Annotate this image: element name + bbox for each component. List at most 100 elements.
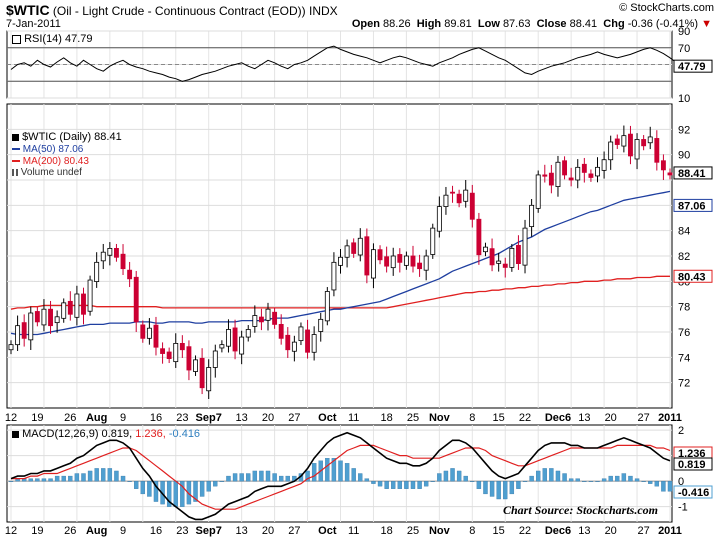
macd-histogram-bar bbox=[140, 481, 145, 495]
high-value: 89.81 bbox=[444, 18, 472, 30]
macd-histogram-bar bbox=[259, 470, 264, 482]
candle-body bbox=[28, 312, 34, 341]
candle-body bbox=[581, 163, 587, 173]
macd-histogram-bar bbox=[278, 475, 284, 482]
candle-body bbox=[272, 311, 278, 325]
ma50-legend-text: MA(50) 87.06 bbox=[22, 144, 84, 155]
macd-signal-line bbox=[11, 444, 671, 510]
macd-histogram-bar bbox=[81, 473, 86, 482]
macd-x-tick-label: 22 bbox=[519, 525, 531, 537]
macd-histogram-bar bbox=[364, 478, 370, 482]
macd-histogram-bar bbox=[496, 481, 501, 500]
macd-histogram-bar bbox=[437, 473, 442, 482]
rsi-legend-icon bbox=[12, 34, 21, 44]
macd-histogram-bar bbox=[555, 470, 561, 482]
candle-body bbox=[100, 251, 106, 262]
macd-histogram-bar bbox=[549, 468, 554, 482]
candle-body bbox=[647, 136, 653, 144]
macd-histogram-bar bbox=[456, 470, 462, 482]
chart-title: $WTIC (Oil - Light Crude - Continuous Co… bbox=[6, 2, 338, 18]
candle-body bbox=[219, 344, 225, 349]
macd-x-tick-label: 12 bbox=[5, 525, 17, 537]
macd-histogram-bar bbox=[68, 475, 73, 482]
macd-histogram-bar bbox=[641, 481, 646, 482]
x-tick-label: 25 bbox=[407, 412, 419, 424]
macd-x-tick-label: Nov bbox=[429, 525, 451, 537]
macd-x-tick-label: 2011 bbox=[658, 525, 682, 537]
candle-body bbox=[107, 247, 113, 256]
candle-body bbox=[291, 341, 297, 352]
macd-hist-value-box bbox=[673, 485, 713, 499]
candle-body bbox=[239, 336, 245, 355]
macd-histogram-bar bbox=[331, 458, 337, 482]
candle-body bbox=[417, 262, 423, 270]
candle-body bbox=[344, 245, 350, 258]
volume-legend-icon bbox=[12, 168, 18, 176]
macd-histogram-bar bbox=[166, 481, 172, 507]
rsi-line bbox=[10, 45, 684, 82]
macd-x-tick-label: 26 bbox=[64, 525, 76, 537]
candle-body bbox=[364, 236, 370, 276]
candle-body bbox=[41, 308, 47, 326]
macd-tick-label: -1 bbox=[678, 502, 688, 514]
candle-body bbox=[535, 174, 541, 209]
macd-histogram-bar bbox=[450, 468, 455, 482]
open-label: Open bbox=[351, 18, 380, 30]
candle-body bbox=[515, 244, 521, 265]
rsi-legend: RSI(14) 47.79 bbox=[12, 33, 93, 45]
macd-histogram-bar bbox=[430, 481, 435, 482]
candle-body bbox=[153, 324, 159, 348]
candle-body bbox=[67, 300, 73, 315]
macd-histogram-bar bbox=[74, 473, 80, 482]
candle-body bbox=[377, 249, 383, 261]
macd-histogram-bar bbox=[28, 478, 33, 482]
candle-body bbox=[298, 326, 304, 342]
ma200-last-value: 80.43 bbox=[678, 271, 706, 283]
macd-histogram-bar bbox=[114, 470, 119, 482]
macd-x-tick-label: 13 bbox=[236, 525, 248, 537]
x-tick-label: 20 bbox=[262, 412, 274, 424]
macd-histogram-bar bbox=[509, 481, 515, 495]
candle-body bbox=[423, 255, 429, 271]
candle-body bbox=[390, 255, 396, 269]
candle-body bbox=[548, 172, 554, 186]
candle-body bbox=[628, 133, 633, 157]
ma200-legend: MA(200) 80.43 bbox=[12, 156, 89, 167]
x-tick-label: 11 bbox=[348, 412, 359, 424]
macd-histogram-bar bbox=[8, 481, 14, 482]
macd-histogram-bar bbox=[384, 481, 389, 489]
macd-histogram-bar bbox=[213, 481, 218, 487]
candle-body bbox=[226, 329, 231, 347]
x-tick-label: 23 bbox=[176, 412, 188, 424]
macd-histogram-bar bbox=[654, 481, 660, 487]
macd-histogram-bar bbox=[107, 468, 113, 482]
macd-histogram-bar bbox=[351, 468, 356, 482]
macd-histogram-bar bbox=[186, 481, 192, 505]
rsi-tick-label: 10 bbox=[678, 93, 690, 105]
candle-body bbox=[469, 192, 475, 220]
ma200-legend-icon bbox=[12, 160, 20, 163]
macd-legend: MACD(12,26,9) 0.819, 1.236, -0.416 bbox=[12, 428, 200, 440]
rsi-tick-label: 90 bbox=[678, 26, 690, 38]
macd-histogram-bar bbox=[423, 481, 429, 487]
macd-histogram-bar bbox=[101, 468, 106, 482]
macd-histogram-bar bbox=[180, 481, 185, 507]
candle-body bbox=[529, 204, 535, 228]
macd-histogram-bar bbox=[483, 481, 488, 495]
candle-body bbox=[575, 166, 581, 181]
macd-histogram-bar bbox=[615, 475, 620, 482]
macd-histogram-bar bbox=[542, 468, 547, 482]
candle-body bbox=[232, 327, 238, 352]
x-tick-label: 13 bbox=[236, 412, 248, 424]
candle-body bbox=[621, 135, 627, 147]
close-label: Close bbox=[536, 18, 567, 30]
price-last-value-box bbox=[673, 166, 713, 180]
macd-histogram-bar bbox=[588, 481, 594, 482]
price-tick-label: 84 bbox=[678, 226, 690, 238]
candle-legend-icon bbox=[12, 133, 19, 141]
quote-bar: Open 88.26 High 89.81 Low 87.63 Close 88… bbox=[352, 18, 712, 30]
candle-body bbox=[588, 173, 594, 178]
x-tick-label: 22 bbox=[519, 412, 531, 424]
rsi-legend-text: RSI(14) 47.79 bbox=[24, 33, 93, 45]
